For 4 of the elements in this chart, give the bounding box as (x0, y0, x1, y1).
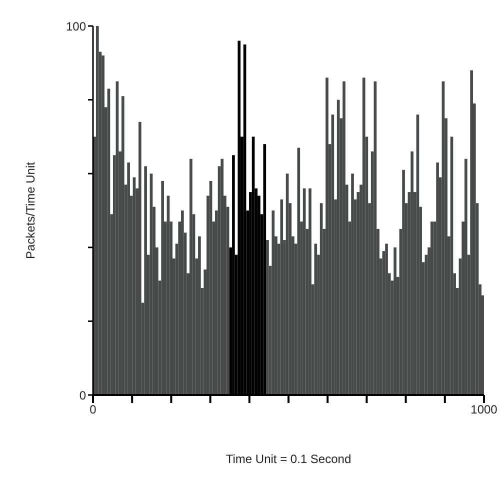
y-axis-title: Packets/Time Unit (23, 161, 38, 259)
x-tick-label: 1000 (470, 402, 498, 417)
x-axis-title: Time Unit = 0.1 Second (226, 452, 352, 466)
y-tick-label: 100 (66, 19, 86, 34)
